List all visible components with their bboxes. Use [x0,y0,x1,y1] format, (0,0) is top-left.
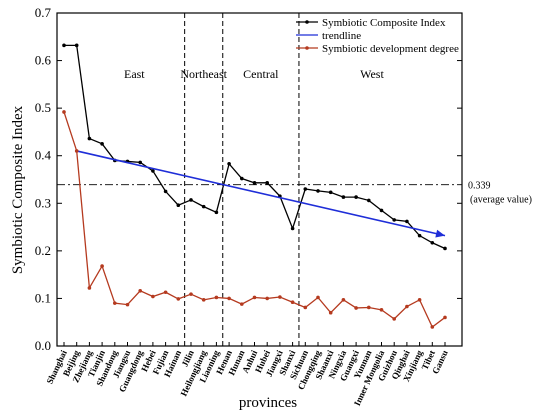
symbiotic-composite-index-point [138,160,142,165]
symbiotic-development-degree-point [214,295,219,300]
symbiotic-development-degree-point [201,298,206,302]
symbiotic-composite-index-point [100,142,104,146]
symbiotic-development-degree-point [367,305,371,310]
symbiotic-composite-index-point [240,176,244,181]
symbiotic-development-degree-point [176,297,181,301]
symbiotic-composite-index-point [201,204,206,209]
symbiotic-development-degree-point [405,304,409,309]
symbiotic-development-degree-point [189,292,193,296]
symbiotic-development-degree-point [379,308,384,312]
y-tick-label: 0.6 [35,53,52,68]
plot-border [56,12,463,347]
symbiotic-development-degree-point [87,286,92,290]
symbiotic-composite-index-point [87,136,92,141]
symbiotic-development-degree-point [430,325,435,329]
symbiotic-composite-index-point [379,208,384,213]
symbiotic-composite-index-point [430,240,435,245]
symbiotic-composite-index-point [290,226,295,231]
symbiotic-development-degree-point [138,289,142,293]
legend-label-trendline: trendline [322,30,361,42]
symbiotic-composite-index-point [443,246,447,251]
symbiotic-composite-index-point [392,218,397,222]
y-axis-title: Symbiotic Composite Index [10,105,26,274]
region-label: Central [243,67,279,81]
symbiotic-development-degree-point [265,296,270,301]
symbiotic-composite-index-point [74,43,79,48]
symbiotic-development-degree-point [240,302,244,306]
symbiotic-composite-index-point [417,233,422,238]
symbiotic-development-degree-point [341,298,346,302]
symbiotic-composite-index-point [163,189,168,194]
symbiotic-development-degree-point [227,296,231,301]
symbiotic-composite-index-point [176,203,181,207]
y-tick-label: 0.2 [35,243,51,258]
symbiotic-composite-index-point [252,181,257,185]
y-tick-label: 0.3 [35,195,51,210]
x-axis-title: provinces [239,395,297,411]
symbiotic-composite-index-point [189,198,193,202]
symbiotic-composite-index-point [405,219,409,224]
symbiotic-composite-index-point [354,195,358,199]
symbiotic-composite-index-point [367,198,371,203]
average-value-sublabel: (average value) [470,195,532,206]
legend-marker-symbiotic-development-degree [305,46,309,50]
legend-label-symbiotic-composite-index: Symbiotic Composite Index [322,17,446,29]
symbiotic-development-degree-line [63,111,446,328]
series-group [62,43,447,329]
y-axis: 0.0 0.1 0.2 0.3 0.4 0.5 0.6 0.7 [35,5,462,353]
symbiotic-development-degree-point [163,290,168,295]
symbiotic-development-degree-point [151,294,155,299]
symbiotic-development-degree-point [316,295,320,300]
average-line: 0.339 (average value) [57,181,532,206]
y-tick-label: 0.0 [35,338,51,353]
y-tick-label: 0.1 [35,290,51,305]
symbiotic-development-degree-point [392,317,397,321]
region-label: West [360,67,384,81]
symbiotic-development-degree-point [113,301,117,305]
symbiotic-composite-index-point [214,210,219,215]
symbiotic-development-degree-point [62,110,66,114]
average-value-label: 0.339 [468,181,491,192]
y-tick-label: 0.4 [35,148,52,163]
y-tick-label: 0.7 [35,5,52,20]
symbiotic-development-degree-point [74,149,79,153]
region-separators: East Northeast Central West [124,13,384,346]
symbiotic-composite-index-point [341,195,346,199]
trendline-arrowhead [435,229,445,238]
symbiotic-development-degree-point [278,295,282,299]
legend: Symbiotic Composite IndextrendlineSymbio… [296,17,459,55]
symbiotic-composite-index-point [62,43,66,48]
legend-marker-symbiotic-composite-index [305,20,309,24]
symbiotic-composite-index-point [151,169,155,173]
symbiotic-development-degree-point [125,302,130,307]
symbiotic-development-degree-point [443,315,447,320]
x-axis: ShanghaiBeijingZhejiangTianjinShandongJi… [45,342,450,407]
symbiotic-development-degree-point [252,295,257,300]
region-label: Northeast [180,67,227,81]
symbiotic-development-degree-point [303,305,308,310]
symbiotic-composite-index-point [303,187,308,191]
plot-frame [56,12,463,347]
symbiotic-composite-index-point [227,162,231,166]
y-tick-label: 0.5 [35,100,51,115]
symbiotic-development-degree-point [417,298,422,302]
symbiotic-composite-index-point [265,181,270,185]
symbiotic-composite-index-point [328,190,333,195]
symbiotic-development-degree-point [290,300,295,305]
symbiotic-development-degree-point [328,310,333,315]
symbiotic-development-degree-point [100,264,104,268]
symbiotic-composite-index-point [316,189,320,193]
trendline-line [76,150,446,237]
region-label: East [124,67,145,81]
symbiotic-development-degree-point [354,306,358,310]
legend-label-symbiotic-development-degree: Symbiotic development degree [322,43,459,55]
